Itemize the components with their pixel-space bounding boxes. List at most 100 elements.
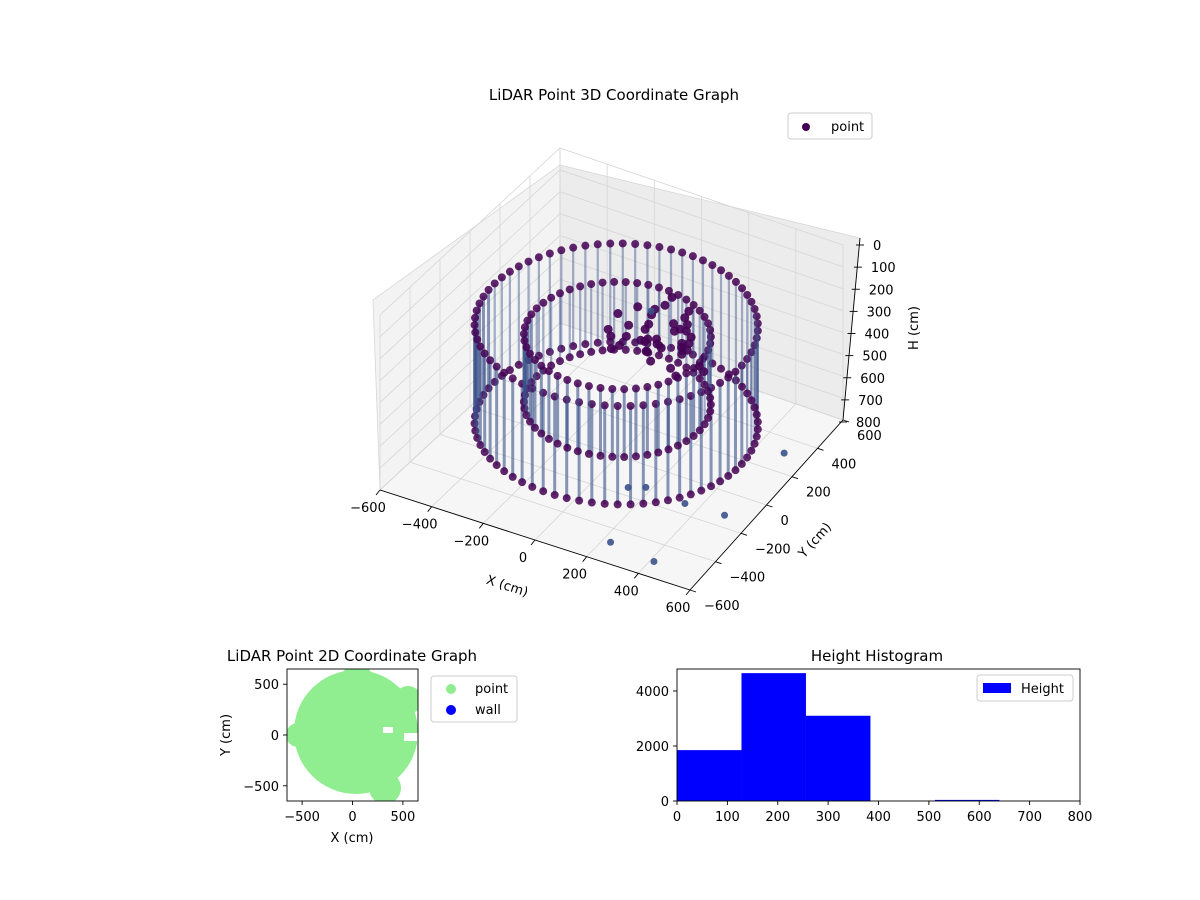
z-tick-label-3d: 200 <box>869 283 894 298</box>
x-tick-3d <box>427 506 433 512</box>
point-3d <box>563 375 572 384</box>
point-3d <box>606 344 616 354</box>
point-3d <box>537 429 546 438</box>
point-3d <box>486 454 495 463</box>
point-3d <box>593 240 602 249</box>
point-3d <box>639 499 648 508</box>
point-3d <box>575 496 584 505</box>
y-tick-3d <box>689 589 697 593</box>
point-3d <box>681 326 691 336</box>
point-3d <box>600 401 609 410</box>
point-3d <box>490 279 499 288</box>
point-3d <box>706 400 715 409</box>
x-tick-3d <box>375 489 381 496</box>
point-cloud-2d-gap <box>383 727 393 733</box>
outlier-point-3d <box>721 511 729 519</box>
point-3d <box>750 403 759 412</box>
y-tick-3d <box>740 532 748 536</box>
outlier-point-3d <box>650 558 658 566</box>
y-tick-label-3d: −400 <box>730 571 766 586</box>
point-3d <box>606 331 616 341</box>
point-3d <box>522 411 531 420</box>
point-3d <box>664 354 673 363</box>
point-3d <box>752 334 761 343</box>
y-tick-3d <box>715 561 722 565</box>
point-3d <box>576 282 585 291</box>
point-3d <box>584 449 593 458</box>
x-tick-label-2d: 500 <box>390 810 415 825</box>
point-3d <box>706 407 715 416</box>
point-3d <box>724 271 733 280</box>
point-cloud-2d-bump-top <box>341 669 373 696</box>
point-3d <box>581 340 590 349</box>
point-3d <box>480 447 489 456</box>
point-3d <box>581 241 590 250</box>
point-3d <box>621 278 630 287</box>
histogram-bar <box>805 715 871 801</box>
point-3d <box>667 292 677 302</box>
point-3d <box>643 450 652 459</box>
grid-line-height <box>379 300 844 469</box>
point-3d <box>631 452 640 461</box>
point-3d <box>750 304 759 313</box>
point-3d <box>716 378 725 387</box>
point-3d <box>596 451 605 460</box>
point-3d <box>553 439 562 448</box>
point-3d <box>497 273 506 282</box>
point-3d <box>644 319 654 329</box>
point-3d <box>675 493 684 502</box>
point-3d <box>553 371 562 380</box>
y-tick-label-2d: 0 <box>271 729 279 744</box>
point-3d <box>688 252 697 261</box>
point-3d <box>576 350 585 359</box>
point-3d <box>706 339 715 348</box>
point-3d <box>470 321 479 330</box>
histogram-bar <box>677 750 742 801</box>
point-3d <box>686 490 695 499</box>
point-3d <box>700 420 709 429</box>
point-3d <box>476 441 485 450</box>
point-3d <box>678 248 687 257</box>
point-3d <box>544 434 553 443</box>
z-tick-label-3d: 100 <box>871 261 896 276</box>
point-3d <box>682 369 691 378</box>
histogram-bar <box>741 673 806 801</box>
point-3d <box>644 280 653 289</box>
point-3d <box>603 324 613 334</box>
point-3d <box>738 284 747 293</box>
point-3d <box>677 349 687 359</box>
legend-histogram-swatch <box>983 683 1011 693</box>
histogram-bar <box>934 799 1000 801</box>
grid-line-height <box>379 322 844 491</box>
point-3d <box>743 389 752 398</box>
point-3d <box>539 487 548 496</box>
point-3d <box>524 257 533 266</box>
point-3d <box>731 277 740 286</box>
point-3d <box>613 309 623 319</box>
point-3d <box>550 490 559 499</box>
x-tick-3d <box>478 523 484 529</box>
legend-3d-marker <box>802 123 810 131</box>
point-3d <box>606 239 615 248</box>
y-tick-label-histogram: 0 <box>661 795 669 810</box>
point-3d <box>724 373 733 382</box>
point-3d <box>747 348 756 357</box>
point-3d <box>698 256 707 265</box>
point-3d <box>731 367 740 376</box>
point-3d <box>643 334 653 344</box>
y-tick-label-3d: −200 <box>755 542 791 557</box>
y-tick-label-3d: −600 <box>704 599 740 614</box>
point-3d <box>631 239 640 248</box>
point-3d <box>520 336 529 345</box>
x-tick-label-2d: 0 <box>348 810 356 825</box>
point-3d <box>530 355 539 364</box>
point-3d <box>682 437 691 446</box>
point-3d <box>525 417 534 426</box>
point-3d <box>633 279 642 288</box>
point-3d <box>557 246 566 255</box>
point-3d <box>689 431 698 440</box>
point-3d <box>545 249 554 258</box>
point-3d <box>614 340 624 350</box>
point-3d <box>475 299 484 308</box>
